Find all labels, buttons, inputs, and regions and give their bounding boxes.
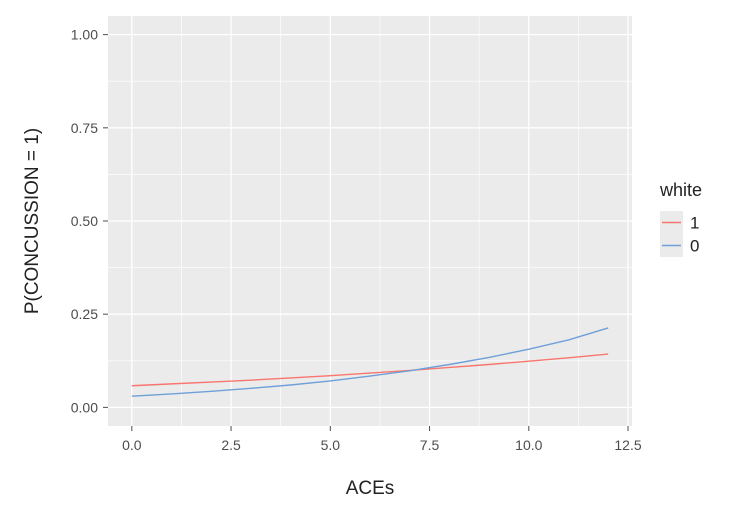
series-lines <box>131 327 609 397</box>
x-tick-label: 5.0 <box>321 437 341 453</box>
series-line-0 <box>131 327 609 397</box>
x-tick-label: 2.5 <box>221 437 241 453</box>
legend-label-1: 1 <box>690 214 699 233</box>
y-axis: 0.00 0.25 0.50 0.75 1.00 <box>71 27 108 415</box>
x-axis-title: ACEs <box>346 478 395 499</box>
x-tick-label: 0.0 <box>122 437 142 453</box>
y-tick-label: 0.00 <box>71 399 98 415</box>
x-axis: 0.0 2.5 5.0 7.5 10.0 12.5 <box>122 426 642 453</box>
x-tick-label: 12.5 <box>614 437 641 453</box>
y-tick-label: 1.00 <box>71 27 98 43</box>
y-tick-label: 0.75 <box>71 120 98 136</box>
legend: white 1 0 <box>659 180 702 257</box>
y-axis-title: P(CONCUSSION = 1) <box>22 128 43 314</box>
x-tick-label: 10.0 <box>515 437 542 453</box>
legend-title: white <box>659 180 702 200</box>
y-tick-label: 0.25 <box>71 306 98 322</box>
y-tick-label: 0.50 <box>71 213 98 229</box>
x-tick-label: 7.5 <box>420 437 440 453</box>
legend-label-0: 0 <box>690 237 699 256</box>
grid-major <box>108 16 632 426</box>
series-line-1 <box>131 353 609 387</box>
